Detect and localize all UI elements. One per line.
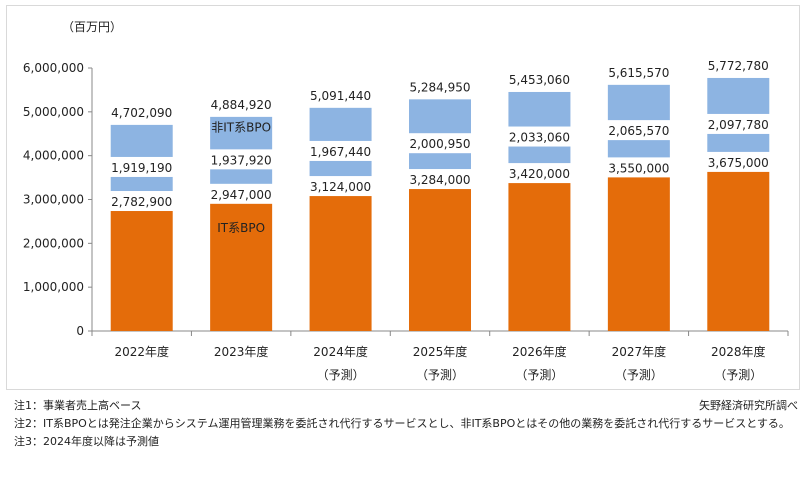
data-label-total: 4,702,090 <box>111 106 172 120</box>
x-tick-sublabel: （予測） <box>615 368 663 382</box>
y-tick-label: 2,000,000 <box>23 236 84 250</box>
x-tick-label: 2026年度 <box>512 344 567 359</box>
label-background <box>695 113 782 134</box>
data-label-total: 5,284,950 <box>409 80 470 94</box>
x-tick-sublabel: （予測） <box>515 368 563 382</box>
y-tick-label: 1,000,000 <box>23 280 84 294</box>
data-label-total: 5,772,780 <box>708 59 769 73</box>
x-tick-label: 2022年度 <box>114 344 169 359</box>
label-background <box>198 149 285 170</box>
bar-it-bpo <box>210 201 273 331</box>
data-label-it-bpo: 2,782,900 <box>111 195 172 209</box>
y-tick-label: 3,000,000 <box>23 193 84 207</box>
x-tick-label: 2028年度 <box>711 344 766 359</box>
data-label-non-it-bpo: 2,000,950 <box>409 137 470 151</box>
data-label-total: 5,615,570 <box>608 66 669 80</box>
data-label-total: 4,884,920 <box>211 98 272 112</box>
bar-it-bpo <box>707 169 770 331</box>
data-label-non-it-bpo: 2,033,060 <box>509 131 570 145</box>
bar-it-bpo <box>607 175 670 331</box>
label-background <box>397 133 483 154</box>
note-1: 注1：事業者売上高ベース <box>14 399 142 412</box>
chart-frame <box>6 5 800 390</box>
x-tick-label: 2023年度 <box>214 344 269 359</box>
legend-label-non-it-bpo: 非IT系BPO <box>211 120 271 134</box>
y-tick-label: 0 <box>76 324 84 338</box>
x-tick-sublabel: （予測） <box>416 368 464 382</box>
source-credit: 矢野経済研究所調べ <box>699 399 798 412</box>
bar-chart: （百万円） 0 1,000,000 2,000,000 3,000,000 4,000,0… <box>23 20 789 382</box>
label-background <box>595 120 682 141</box>
data-label-it-bpo: 3,675,000 <box>708 156 769 170</box>
data-label-it-bpo: 3,284,000 <box>409 173 470 187</box>
data-label-it-bpo: 2,947,000 <box>211 188 272 202</box>
note-3: 注3：2024年度以降は予測値 <box>14 435 159 448</box>
note-2: 注2：IT系BPOとは発注企業からシステム運用管理業務を委託され代行するサービス… <box>14 417 790 430</box>
x-tick-label: 2027年度 <box>612 344 667 359</box>
data-label-it-bpo: 3,550,000 <box>608 161 669 175</box>
y-tick-label: 5,000,000 <box>23 105 84 119</box>
y-axis-unit-label: （百万円） <box>62 20 122 34</box>
y-tick-label: 4,000,000 <box>23 149 84 163</box>
x-tick-label: 2025年度 <box>413 344 468 359</box>
bar-it-bpo <box>309 194 372 331</box>
data-label-non-it-bpo: 2,097,780 <box>708 118 769 132</box>
data-label-non-it-bpo: 2,065,570 <box>608 124 669 138</box>
data-label-total: 5,453,060 <box>509 73 570 87</box>
x-tick-sublabel: （予測） <box>317 368 365 382</box>
bar-it-bpo <box>110 209 173 331</box>
label-background <box>496 126 583 147</box>
x-tick-label: 2024年度 <box>313 344 368 359</box>
data-label-total: 5,091,440 <box>310 89 371 103</box>
label-background <box>496 163 583 184</box>
data-label-non-it-bpo: 1,937,920 <box>211 153 272 167</box>
label-background <box>297 176 384 197</box>
label-background <box>397 169 483 190</box>
label-background <box>595 157 682 178</box>
bar-it-bpo <box>409 187 471 331</box>
data-label-non-it-bpo: 1,919,190 <box>111 161 172 175</box>
data-label-it-bpo: 3,420,000 <box>509 167 570 181</box>
label-background <box>98 156 185 177</box>
data-label-non-it-bpo: 1,967,440 <box>310 145 371 159</box>
label-background <box>198 183 285 204</box>
legend-label-it-bpo: IT系BPO <box>217 221 265 235</box>
data-label-it-bpo: 3,124,000 <box>310 180 371 194</box>
bar-it-bpo <box>508 181 571 331</box>
label-background <box>297 140 384 161</box>
y-tick-label: 6,000,000 <box>23 61 84 75</box>
label-background <box>695 151 782 172</box>
label-background <box>98 191 185 212</box>
x-tick-sublabel: （予測） <box>714 368 762 382</box>
